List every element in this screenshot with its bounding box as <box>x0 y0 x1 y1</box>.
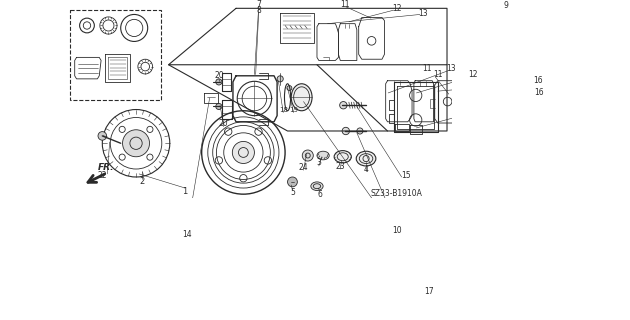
Text: 18: 18 <box>278 107 288 113</box>
Text: 10: 10 <box>392 227 401 236</box>
Text: 1: 1 <box>183 187 188 196</box>
Text: 8: 8 <box>256 6 261 15</box>
Text: 9: 9 <box>503 1 508 10</box>
Circle shape <box>216 79 222 85</box>
Text: 15: 15 <box>401 171 411 180</box>
Circle shape <box>98 132 106 140</box>
Circle shape <box>302 150 313 161</box>
Ellipse shape <box>311 182 323 190</box>
Text: 22: 22 <box>98 171 107 180</box>
Text: 11: 11 <box>433 70 443 79</box>
Circle shape <box>216 103 222 109</box>
Text: 20: 20 <box>219 119 229 128</box>
Text: 5: 5 <box>290 188 295 197</box>
Text: SZ33-B1910A: SZ33-B1910A <box>371 189 423 198</box>
Text: 20: 20 <box>214 71 224 80</box>
Text: 11: 11 <box>423 64 432 73</box>
Circle shape <box>340 101 347 109</box>
Circle shape <box>123 130 149 157</box>
Text: 13: 13 <box>446 64 455 73</box>
Text: 16: 16 <box>533 76 542 85</box>
Ellipse shape <box>356 151 376 166</box>
Text: 12: 12 <box>469 70 478 79</box>
Ellipse shape <box>291 84 312 111</box>
Ellipse shape <box>317 151 329 160</box>
Circle shape <box>287 177 297 187</box>
Text: FR.: FR. <box>98 163 114 172</box>
Text: 16: 16 <box>534 88 544 98</box>
Text: 4: 4 <box>364 164 369 173</box>
Text: 13: 13 <box>418 9 428 18</box>
Text: 3: 3 <box>316 158 321 167</box>
Text: 24: 24 <box>299 163 308 172</box>
Text: 12: 12 <box>392 4 401 13</box>
Circle shape <box>342 127 350 135</box>
Text: 23: 23 <box>335 162 345 171</box>
Text: 14: 14 <box>182 229 192 238</box>
Circle shape <box>232 141 255 164</box>
Circle shape <box>357 128 363 134</box>
Bar <box>71 10 161 100</box>
Text: 7: 7 <box>256 0 261 9</box>
Text: 2: 2 <box>140 177 145 186</box>
Text: 17: 17 <box>424 287 433 296</box>
Text: 6: 6 <box>318 190 323 199</box>
Text: 11: 11 <box>340 0 350 9</box>
Ellipse shape <box>334 151 352 163</box>
Circle shape <box>287 86 292 91</box>
Circle shape <box>277 76 284 82</box>
Text: 19: 19 <box>289 107 298 113</box>
